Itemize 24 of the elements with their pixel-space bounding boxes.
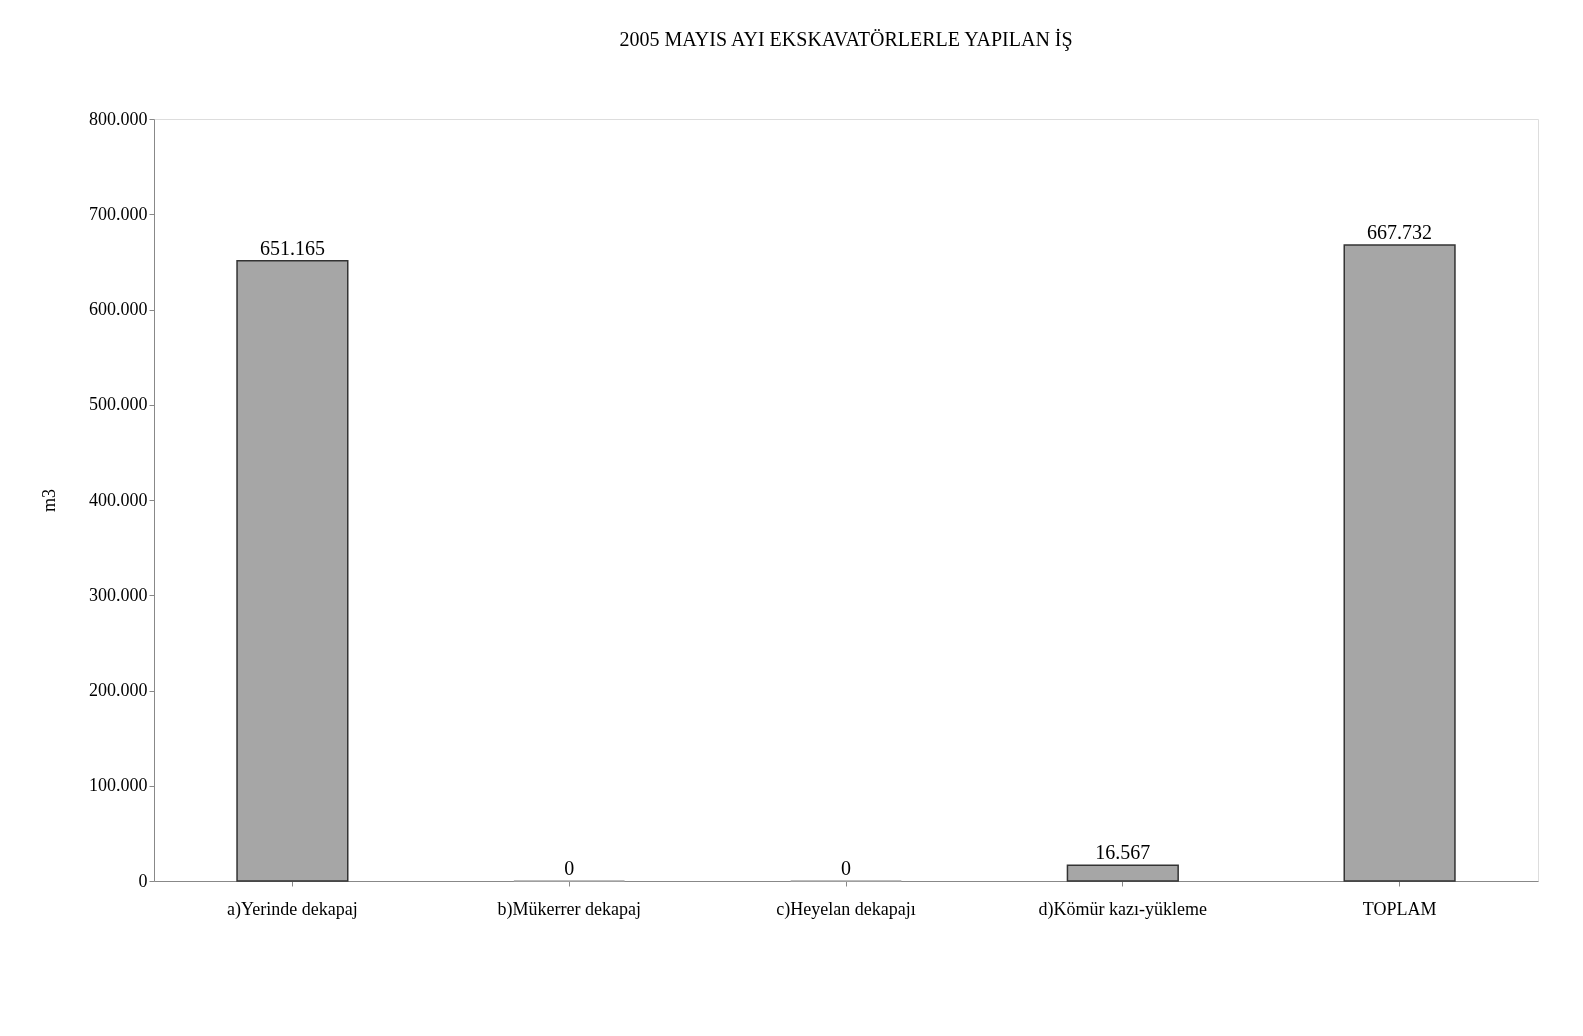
x-tick-label: TOPLAM: [1362, 898, 1437, 919]
data-label: 651.165: [259, 236, 325, 259]
y-tick-label: 700.000: [89, 203, 148, 224]
data-label: 0: [841, 857, 851, 879]
x-tick-label: a)Yerinde dekapaj: [227, 898, 358, 920]
data-label: 0: [564, 857, 575, 879]
y-tick-label: 600.000: [89, 299, 148, 319]
x-tick-label: b)Mükerrer dekapaj: [497, 898, 641, 920]
y-tick-label: 400.000: [89, 489, 148, 510]
y-tick-label: 800.000: [89, 108, 148, 129]
y-tick-label: 100.000: [89, 775, 148, 796]
chart-title: 2005 MAYIS AYI EKSKAVATÖRLERLE YAPILAN İŞ: [619, 28, 1073, 51]
data-label: 667.732: [1367, 220, 1433, 243]
y-tick-label: 500.000: [89, 394, 148, 415]
y-tick-label: 200.000: [89, 680, 148, 700]
bar: [236, 260, 349, 882]
y-tick-label: 300.000: [89, 584, 148, 605]
bar: [1343, 244, 1456, 882]
x-tick-label: c)Heyelan dekapajı: [776, 898, 916, 920]
bar: [1066, 864, 1179, 882]
data-label: 16.567: [1095, 841, 1151, 864]
x-tick-label: d)Kömür kazı-yükleme: [1038, 898, 1208, 920]
y-axis-title: m3: [39, 488, 59, 513]
y-tick-label: 0: [138, 870, 148, 891]
